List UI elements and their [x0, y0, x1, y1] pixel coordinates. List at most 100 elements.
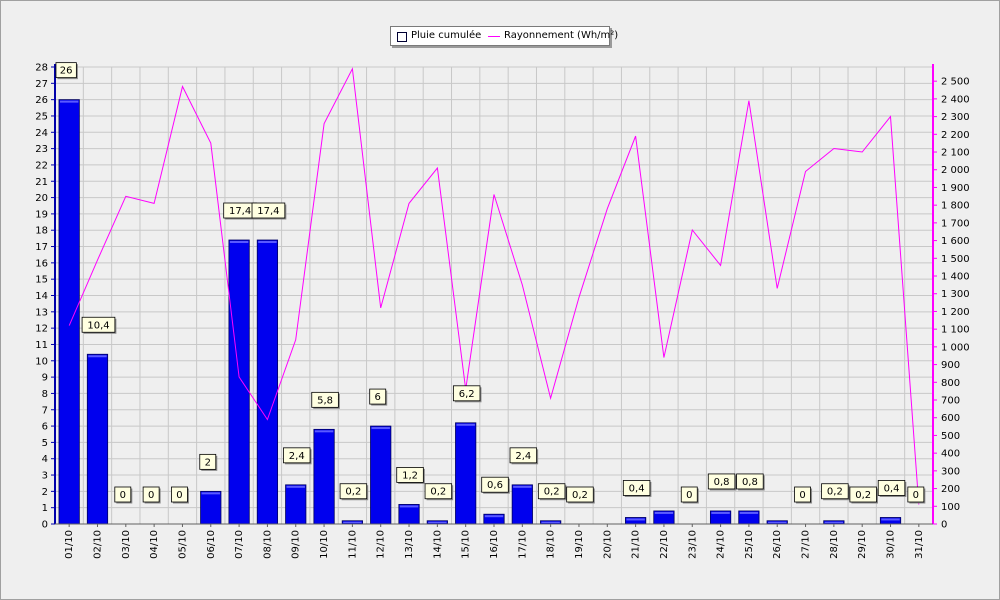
data-label-box: [339, 483, 368, 500]
grid: [54, 66, 934, 525]
x-tick-label: 22/10: [659, 530, 670, 559]
right-tick-label: 1 800: [941, 201, 970, 212]
data-label: 0: [148, 490, 154, 501]
bars: [58, 99, 902, 525]
legend-swatch-rain: [397, 32, 407, 42]
x-tick-label: 02/10: [92, 530, 103, 559]
x-tick-label: 17/10: [517, 530, 528, 559]
data-label-box: [566, 486, 594, 503]
left-tick-label: 11: [35, 340, 48, 351]
right-tick-label: 2 300: [941, 112, 970, 123]
left-tick-label: 15: [35, 275, 48, 286]
rain-bar-highlight: [626, 518, 645, 521]
rain-bar-highlight: [59, 100, 79, 103]
data-label-box: [251, 202, 286, 219]
data-label-box: [849, 486, 877, 503]
rain-bar-highlight: [739, 511, 759, 514]
x-tick-label: 18/10: [546, 530, 557, 559]
data-label-box: [537, 483, 566, 500]
rain-bar: [228, 239, 250, 525]
x-tick-label: 25/10: [744, 530, 755, 559]
data-label: 1,2: [402, 470, 418, 481]
left-tick-label: 2: [42, 487, 48, 498]
data-label: 0,6: [487, 480, 503, 491]
data-labels: 26 10,4 0 0 0 2 17,4 17,4 2,4 5,8 0,2 6 1,2 0,2 6,2 0,6…: [55, 62, 926, 504]
data-label: 0,8: [742, 477, 758, 488]
data-label-box: [707, 473, 736, 490]
left-tick-label: 17: [35, 242, 48, 253]
left-tick-label: 3: [42, 471, 48, 482]
right-tick-label: 2 400: [941, 94, 970, 105]
left-tick-label: 19: [35, 209, 48, 220]
rain-bar-highlight: [711, 511, 730, 514]
left-tick-label: 27: [35, 79, 48, 90]
data-label: 2,4: [515, 451, 531, 462]
x-tick-label: 24/10: [716, 530, 727, 559]
data-label: 0,4: [884, 483, 900, 494]
data-label-box: [622, 480, 651, 496]
data-label: 0: [686, 490, 692, 501]
data-label-box: [680, 486, 698, 503]
left-tick-label: 22: [35, 160, 48, 171]
x-tick-label: 14/10: [432, 530, 443, 559]
x-tick-label: 28/10: [829, 530, 840, 559]
data-label-box: [114, 486, 132, 503]
data-label-box: [171, 486, 188, 503]
rain-bar-highlight: [456, 423, 475, 426]
x-tick-label: 04/10: [149, 530, 160, 559]
rain-bar-highlight: [343, 521, 362, 523]
rain-bar-highlight: [229, 241, 249, 244]
data-label: 2,4: [289, 451, 305, 462]
x-tick-label: 13/10: [404, 530, 415, 559]
x-tick-label: 15/10: [461, 530, 472, 559]
x-tick-label: 12/10: [376, 530, 387, 559]
rain-bar: [200, 490, 222, 525]
x-tick-label: 10/10: [319, 530, 330, 559]
right-tick-label: 200: [941, 484, 960, 495]
right-tick-label: 2 100: [941, 148, 970, 159]
data-label-box: [81, 316, 116, 333]
left-tick-label: 28: [35, 63, 48, 74]
right-tick-label: 2 500: [941, 77, 970, 88]
left-tick-label: 25: [35, 111, 48, 122]
data-label: 0,2: [572, 490, 588, 501]
data-label: 26: [60, 66, 73, 77]
left-tick-label: 18: [35, 226, 48, 237]
x-tick-label: 11/10: [347, 530, 358, 559]
data-label-box: [369, 388, 387, 405]
right-tick-label: 1 400: [941, 272, 970, 283]
left-tick-label: 9: [42, 373, 48, 384]
rain-bar-highlight: [768, 521, 787, 523]
right-tick-label: 800: [941, 378, 960, 389]
x-tick-label: 31/10: [914, 530, 925, 559]
data-label-box: [396, 467, 424, 483]
right-tick-label: 1 900: [941, 183, 970, 194]
x-tick-label: 03/10: [121, 530, 132, 559]
left-tick-label: 12: [35, 324, 48, 335]
right-tick-label: 500: [941, 431, 960, 442]
rain-bar-highlight: [484, 515, 504, 518]
left-tick-label: 8: [42, 389, 48, 400]
left-tick-label: 0: [42, 520, 48, 531]
rain-bar-highlight: [824, 521, 844, 523]
left-tick-label: 23: [35, 144, 48, 155]
radiation-line-group: [68, 67, 920, 505]
data-label: 0: [913, 490, 919, 501]
right-tick-label: 700: [941, 396, 960, 407]
right-tick-label: 2 000: [941, 165, 970, 176]
data-label-box: [821, 483, 849, 500]
x-tick-label: 29/10: [857, 530, 868, 559]
rain-bar-highlight: [654, 511, 674, 514]
data-label-box: [55, 62, 77, 79]
x-tick-label: 23/10: [687, 530, 698, 559]
data-label-box: [481, 476, 509, 493]
data-label-box: [794, 486, 811, 503]
rain-bar-highlight: [371, 427, 390, 430]
data-label: 0: [799, 490, 805, 501]
data-label: 0,2: [430, 487, 446, 498]
rain-bar-highlight: [399, 505, 419, 508]
right-tick-label: 2 200: [941, 130, 970, 141]
rain-bar: [511, 484, 533, 525]
data-label: 0,4: [629, 483, 645, 494]
rain-bar: [625, 517, 647, 525]
